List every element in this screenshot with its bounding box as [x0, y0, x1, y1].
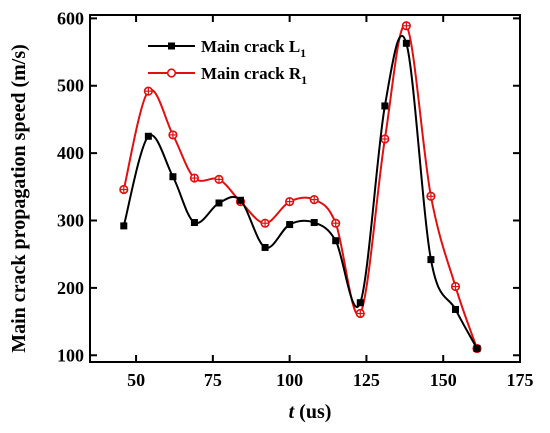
- legend-label: Main crack R1: [201, 64, 307, 87]
- legend-label: Main crack L1: [201, 37, 306, 60]
- data-point: [355, 308, 365, 319]
- x-tick-label: 75: [204, 370, 222, 390]
- data-point: [310, 219, 318, 227]
- plot-frame: [89, 14, 521, 363]
- data-point: [401, 21, 411, 31]
- data-point: [215, 199, 223, 207]
- data-point: [189, 173, 200, 183]
- legend-marker: [166, 68, 177, 78]
- data-point: [309, 195, 319, 205]
- x-tick-label: 150: [430, 370, 457, 390]
- data-point: [237, 196, 244, 204]
- x-axis-title-italic: t: [289, 401, 296, 423]
- data-point: [452, 305, 459, 313]
- y-tick-label: 200: [57, 278, 84, 298]
- legend-label-subscript: 1: [300, 46, 306, 60]
- x-tick-label: 125: [353, 370, 380, 390]
- data-point: [356, 299, 364, 307]
- legend-label-main: Main crack R: [201, 64, 302, 83]
- data-point: [190, 219, 198, 227]
- x-axis-title-rest: (us): [294, 401, 331, 423]
- y-tick-label: 500: [57, 76, 84, 96]
- data-point: [261, 243, 269, 251]
- data-point: [381, 102, 389, 110]
- data-point: [119, 184, 129, 195]
- data-point: [450, 281, 461, 292]
- data-point: [286, 221, 294, 229]
- data-point: [144, 132, 152, 140]
- y-axis-title: Main crack propagation speed (m/s): [8, 44, 30, 353]
- data-point: [380, 134, 390, 144]
- legend-label-main: Main crack L: [201, 37, 300, 56]
- legend-label-subscript: 1: [301, 73, 307, 87]
- data-point: [168, 130, 178, 140]
- data-point: [214, 174, 224, 185]
- legend-marker: [168, 42, 175, 50]
- series-line: [122, 34, 478, 350]
- data-point: [332, 237, 340, 245]
- data-point: [473, 345, 481, 353]
- data-point: [285, 197, 295, 207]
- data-point: [427, 256, 435, 264]
- x-tick-label: 50: [127, 370, 145, 390]
- y-tick-label: 100: [57, 345, 84, 365]
- series-group: [119, 21, 482, 354]
- series-line: [122, 24, 478, 349]
- data-point: [260, 218, 270, 228]
- y-tick-label: 300: [57, 211, 84, 231]
- x-tick-label: 100: [276, 370, 303, 390]
- data-point: [169, 173, 177, 181]
- data-point: [402, 39, 410, 47]
- x-tick-label: 175: [507, 370, 534, 390]
- x-axis-title: t (us): [289, 401, 332, 423]
- data-point: [426, 191, 436, 201]
- data-point: [331, 218, 341, 228]
- series-l1: [120, 34, 481, 353]
- data-point: [120, 222, 128, 230]
- axes: 50 75 100 125 150 175 100 200 300 400 500 600: [57, 8, 534, 390]
- data-point: [143, 86, 153, 96]
- y-tick-label: 400: [57, 143, 84, 163]
- y-tick-label: 600: [57, 8, 84, 28]
